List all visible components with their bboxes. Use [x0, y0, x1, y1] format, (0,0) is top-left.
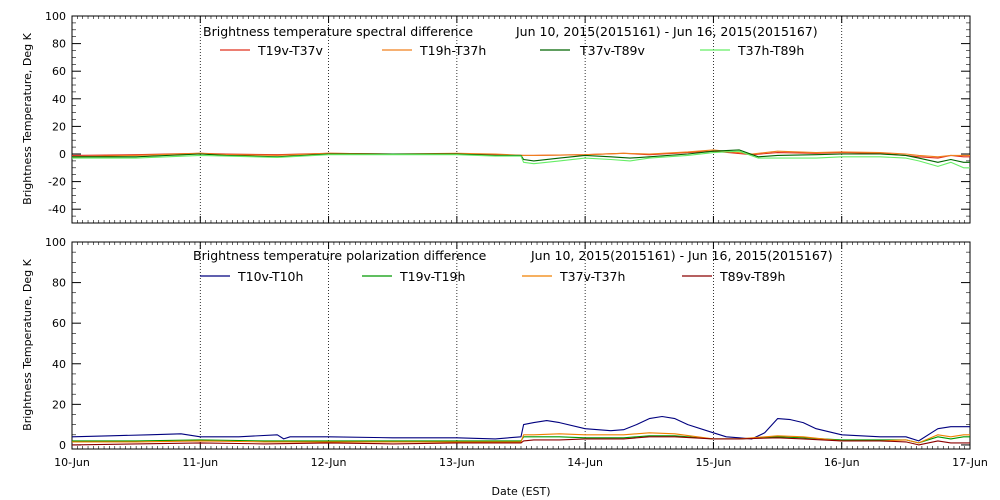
- polarization-difference-panel: 0 20 40 60 80 100 10-Jun 11-Jun 12-Jun 13-Jun 14-…: [21, 236, 988, 498]
- bot-y-tick-label: 0: [59, 439, 66, 452]
- top-series-line-t37v-t89v: [72, 149, 970, 163]
- bottom-chart-date-range: Jun 10, 2015(2015161) - Jun 16, 2015(201…: [530, 248, 833, 263]
- top-legend-label-t37h-t89h: T37h-T89h: [737, 43, 804, 58]
- top-legend-label-t19h-t37h: T19h-T37h: [419, 43, 486, 58]
- bot-series-line-t89v-t89h: [71, 436, 970, 446]
- top-y-tick-label: -20: [48, 176, 66, 189]
- x-tick-label-14-jun: 14-Jun: [567, 456, 603, 469]
- bot-y-tick-label: 80: [52, 277, 66, 290]
- top-legend-label-t37v-t89v: T37v-T89v: [579, 43, 646, 58]
- top-y-tick-label: 100: [45, 10, 66, 23]
- bottom-legend-label-t37v-t37h: T37v-T37h: [559, 269, 625, 284]
- top-series-lines: [71, 149, 970, 169]
- top-series-line-t37h-t89h: [72, 150, 970, 169]
- x-tick-label-12-jun: 12-Jun: [311, 456, 347, 469]
- bottom-y-tick-labels: 0 20 40 60 80 100: [45, 236, 66, 452]
- top-y-tick-label: 20: [52, 120, 66, 133]
- top-legend-label-t19v-t37v: T19v-T37v: [257, 43, 324, 58]
- x-tick-label-10-jun: 10-Jun: [54, 456, 90, 469]
- bottom-legend: T10v-T10h T19v-T19h T37v-T37h T89v-T89h: [200, 269, 785, 284]
- top-chart-title: Brightness temperature spectral differen…: [203, 24, 473, 39]
- bot-y-tick-label: 100: [45, 236, 66, 249]
- top-axis-ticks: [71, 15, 971, 224]
- bottom-chart-title: Brightness temperature polarization diff…: [193, 248, 487, 263]
- top-y-tick-label: -40: [48, 203, 66, 216]
- top-legend: T19v-T37v T19h-T37h T37v-T89v T37h-T89h: [220, 43, 804, 58]
- top-y-axis-label: Brightness Temperature, Deg K: [21, 32, 34, 204]
- bottom-y-axis-label: Brightness Temperature, Deg K: [21, 258, 34, 430]
- bot-y-tick-label: 20: [52, 398, 66, 411]
- bottom-legend-label-t19v-t19h: T19v-T19h: [399, 269, 465, 284]
- bottom-x-tick-labels: 10-Jun 11-Jun 12-Jun 13-Jun 14-Jun 15-Jun 16-J…: [54, 456, 988, 469]
- x-tick-label-11-jun: 11-Jun: [182, 456, 218, 469]
- x-axis-label: Date (EST): [491, 485, 550, 498]
- x-tick-label-13-jun: 13-Jun: [439, 456, 475, 469]
- bottom-series-lines: [71, 415, 970, 446]
- top-series-line-t19h-t37h: [71, 149, 970, 158]
- top-y-tick-label: 80: [52, 38, 66, 51]
- spectral-difference-panel: -40 -20 0 20 40 60 80 100 Brightness temperatur…: [21, 10, 971, 224]
- bottom-legend-label-t10v-t10h: T10v-T10h: [237, 269, 303, 284]
- bot-y-tick-label: 40: [52, 358, 66, 371]
- bot-series-line-t10v-t10h: [71, 415, 970, 442]
- x-tick-label-17-jun: 17-Jun: [952, 456, 988, 469]
- bottom-legend-label-t89v-t89h: T89v-T89h: [719, 269, 785, 284]
- top-y-tick-label: 0: [59, 148, 66, 161]
- bot-y-tick-label: 60: [52, 317, 66, 330]
- top-y-tick-labels: -40 -20 0 20 40 60 80 100: [45, 10, 66, 216]
- x-tick-label-16-jun: 16-Jun: [824, 456, 860, 469]
- bot-series-line-t37v-t37h: [72, 432, 970, 444]
- top-y-tick-label: 60: [52, 65, 66, 78]
- x-tick-label-15-jun: 15-Jun: [696, 456, 732, 469]
- top-y-tick-label: 40: [52, 93, 66, 106]
- top-chart-date-range: Jun 10, 2015(2015161) - Jun 16, 2015(201…: [515, 24, 818, 39]
